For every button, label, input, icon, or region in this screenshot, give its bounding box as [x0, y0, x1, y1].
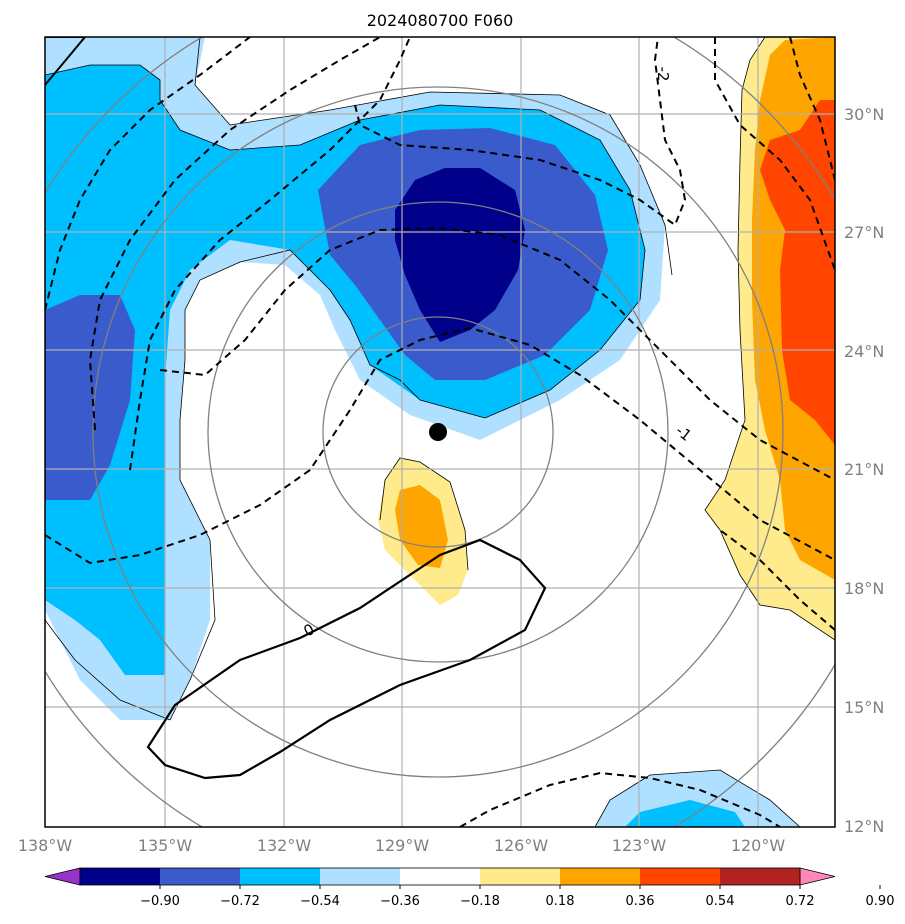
map-title: 2024080700 F060 — [367, 11, 514, 30]
colorbar-tick-label: 0.72 — [786, 894, 815, 909]
colorbar-extend-low — [44, 867, 81, 886]
lat-label: 12°N — [844, 817, 884, 836]
colorbar-tick-label: −0.54 — [300, 894, 340, 909]
lat-label: 30°N — [844, 105, 884, 124]
contour-label-minus-two: -2 — [654, 67, 672, 82]
lat-label: 27°N — [844, 223, 884, 242]
zero-contour — [146, 538, 547, 780]
colorbar-tick-label: −0.18 — [460, 894, 500, 909]
red-orange-fill — [760, 100, 835, 445]
colorbar-tick-label: −0.72 — [220, 894, 260, 909]
colorbar-segment — [560, 868, 640, 885]
colorbar-tick-label: −0.36 — [380, 894, 420, 909]
lon-label: 129°W — [375, 836, 430, 855]
colorbar-tick-label: 0.54 — [706, 894, 735, 909]
colorbar-segment — [640, 868, 720, 885]
colorbar-segment — [80, 868, 160, 885]
latitude-labels: 30°N 27°N 24°N 21°N 18°N 15°N 12°N — [844, 105, 884, 836]
lat-lon-grid — [45, 37, 835, 827]
colorbar-tick-label: 0.18 — [546, 894, 575, 909]
lat-label: 21°N — [844, 460, 884, 479]
lon-label: 123°W — [612, 836, 667, 855]
corner-contour — [45, 37, 87, 86]
map-frame — [44, 36, 836, 828]
lon-label: 132°W — [257, 836, 312, 855]
colorbar: −0.90 −0.72 −0.54 −0.36 −0.18 0.18 0.36 0.54 0.7… — [44, 867, 895, 909]
colorbar-tick-label: −0.90 — [140, 894, 180, 909]
colorbar-segment — [320, 868, 400, 885]
colorbar-frame — [79, 867, 801, 886]
lon-label: 126°W — [494, 836, 549, 855]
longitude-labels: 138°W 135°W 132°W 129°W 126°W 123°W 120°… — [18, 836, 786, 855]
lon-label: 120°W — [731, 836, 786, 855]
navy-fill — [395, 168, 525, 342]
lat-label: 18°N — [844, 579, 884, 598]
lat-label: 15°N — [844, 698, 884, 717]
dashed-contours — [45, 37, 835, 827]
lon-label: 138°W — [18, 836, 73, 855]
colorbar-tick-label: 0.36 — [626, 894, 655, 909]
colorbar-segment — [400, 868, 480, 885]
storm-center-marker — [429, 423, 447, 441]
colorbar-segment — [480, 868, 560, 885]
lat-label: 24°N — [844, 342, 884, 361]
colorbar-segment — [160, 868, 240, 885]
lon-label: 135°W — [138, 836, 193, 855]
colorbar-extend-high — [799, 867, 836, 886]
colorbar-segment — [240, 868, 320, 885]
range-rings — [45, 37, 835, 827]
colorbar-segment — [720, 868, 800, 885]
colorbar-tick-label: 0.90 — [866, 894, 895, 909]
map-area: 0 -1 -2 — [45, 37, 835, 827]
shading-outlines — [45, 37, 835, 827]
